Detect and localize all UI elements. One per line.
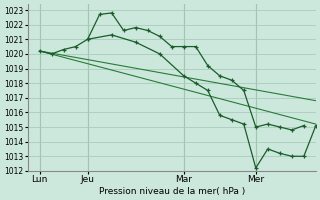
X-axis label: Pression niveau de la mer( hPa ): Pression niveau de la mer( hPa ) <box>99 187 245 196</box>
